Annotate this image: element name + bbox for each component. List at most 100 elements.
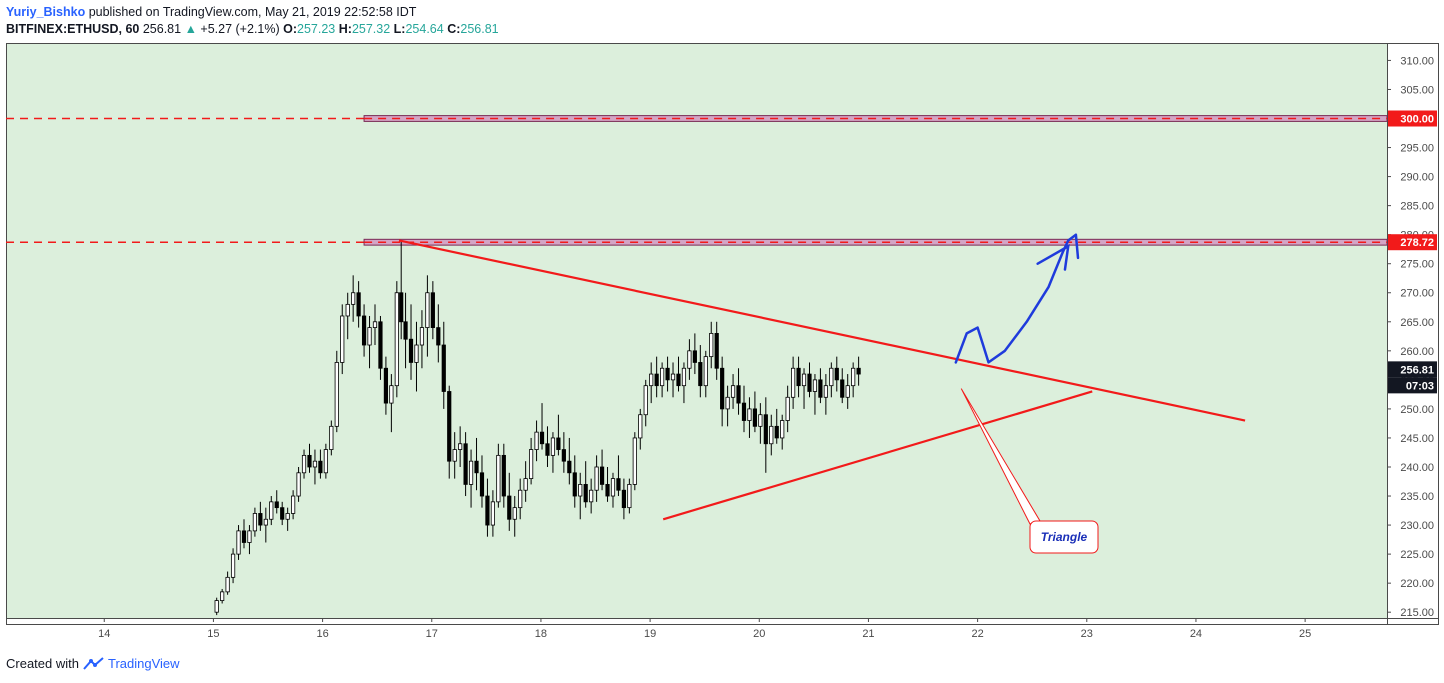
- candle-body: [791, 367, 796, 398]
- candle: [351, 275, 356, 322]
- candle-body: [263, 518, 268, 526]
- candle: [425, 275, 430, 357]
- candle: [263, 507, 268, 543]
- candle: [769, 414, 774, 456]
- candle-body: [529, 449, 534, 480]
- candle: [676, 356, 681, 392]
- y-tick-label: 245.00: [1400, 433, 1434, 445]
- low-label: L:: [393, 22, 406, 36]
- candle-body: [258, 513, 263, 526]
- callout-box: [1029, 520, 1099, 554]
- y-tick-label: 265.00: [1400, 317, 1434, 329]
- tradingview-logo[interactable]: TradingView: [83, 656, 180, 671]
- candle-body: [763, 414, 768, 445]
- candle-body: [452, 449, 457, 462]
- candle: [763, 397, 768, 473]
- symbol-label: BITFINEX:ETHUSD, 60: [6, 22, 140, 36]
- candle-body: [567, 460, 572, 474]
- candle: [709, 321, 714, 369]
- tradingview-brand-text: TradingView: [107, 656, 180, 671]
- y-tick-label: 285.00: [1400, 201, 1434, 213]
- candle-body: [807, 373, 812, 392]
- x-tick-label: 23: [1081, 628, 1093, 640]
- candle: [829, 362, 834, 398]
- x-tick-label: 20: [753, 628, 765, 640]
- candle-body: [512, 507, 517, 520]
- candle-body: [351, 292, 356, 305]
- y-tick-label: 250.00: [1400, 404, 1434, 416]
- candle-body: [334, 362, 339, 427]
- candle-body: [654, 373, 659, 387]
- current-price-label: 256.81: [1400, 364, 1434, 376]
- candle: [479, 455, 485, 508]
- candle: [361, 304, 367, 357]
- candle: [741, 385, 747, 433]
- level-price-tag: [1388, 234, 1437, 251]
- close-label: C:: [447, 22, 461, 36]
- tradingview-logo-icon: [83, 656, 104, 670]
- candle-body: [616, 478, 621, 491]
- level-price-tag-label: 300.00: [1400, 114, 1434, 126]
- candle: [378, 315, 383, 380]
- candle: [389, 374, 394, 433]
- candle-body: [367, 327, 372, 346]
- candle: [356, 281, 361, 328]
- candle: [269, 496, 274, 526]
- candle-body: [534, 431, 539, 450]
- candle: [812, 374, 818, 415]
- price-chart[interactable]: 215.00 220.00 225.00 230.00 235.00 240.00 245.…: [0, 0, 1444, 650]
- last-price: 256.81: [142, 22, 182, 36]
- countdown-label: 07:03: [1406, 380, 1434, 392]
- candle-body: [403, 321, 408, 340]
- candle: [285, 507, 290, 531]
- author-link[interactable]: Yuriy_Bishko: [6, 5, 86, 19]
- y-tick-label: 260.00: [1400, 346, 1434, 358]
- candle: [550, 432, 556, 473]
- x-tick-label: 18: [535, 628, 547, 640]
- candle: [312, 449, 318, 485]
- candle-body: [621, 489, 627, 509]
- x-tick-label: 22: [971, 628, 983, 640]
- candle: [561, 432, 566, 473]
- candle-body: [463, 443, 468, 485]
- candle: [323, 443, 328, 479]
- candle: [258, 501, 263, 531]
- candle: [367, 315, 372, 369]
- candle-body: [458, 443, 463, 450]
- candle-body: [829, 367, 834, 387]
- candle: [654, 356, 659, 398]
- candle: [649, 362, 654, 404]
- candle-body: [801, 373, 807, 387]
- candle: [534, 420, 539, 462]
- candle: [447, 385, 452, 479]
- candle: [241, 519, 247, 549]
- candle: [485, 478, 490, 537]
- candle-body: [714, 333, 719, 369]
- close-value: 256.81: [460, 22, 499, 36]
- candle: [230, 548, 236, 584]
- footer: Created with TradingView: [6, 656, 180, 671]
- candle-body: [687, 350, 692, 369]
- candle-body: [291, 495, 296, 514]
- candle: [632, 432, 637, 491]
- candle-body: [523, 478, 528, 491]
- candle-body: [274, 501, 279, 509]
- low-value: 254.64: [405, 22, 444, 36]
- candle-body: [638, 414, 643, 439]
- candle-body: [389, 385, 394, 404]
- candle-body: [752, 408, 758, 427]
- candle: [408, 304, 414, 380]
- candle-body: [556, 437, 561, 450]
- candle-body: [490, 501, 495, 526]
- candle: [296, 466, 301, 502]
- chart-frame: [6, 43, 1439, 625]
- candle: [430, 281, 435, 340]
- candle: [747, 397, 752, 438]
- candle-body: [627, 484, 632, 509]
- candle-body: [834, 367, 839, 381]
- candle: [518, 478, 523, 520]
- candle: [572, 455, 577, 508]
- current-price-tag: [1388, 361, 1437, 378]
- candle-body: [394, 292, 399, 387]
- candle-body: [496, 454, 501, 503]
